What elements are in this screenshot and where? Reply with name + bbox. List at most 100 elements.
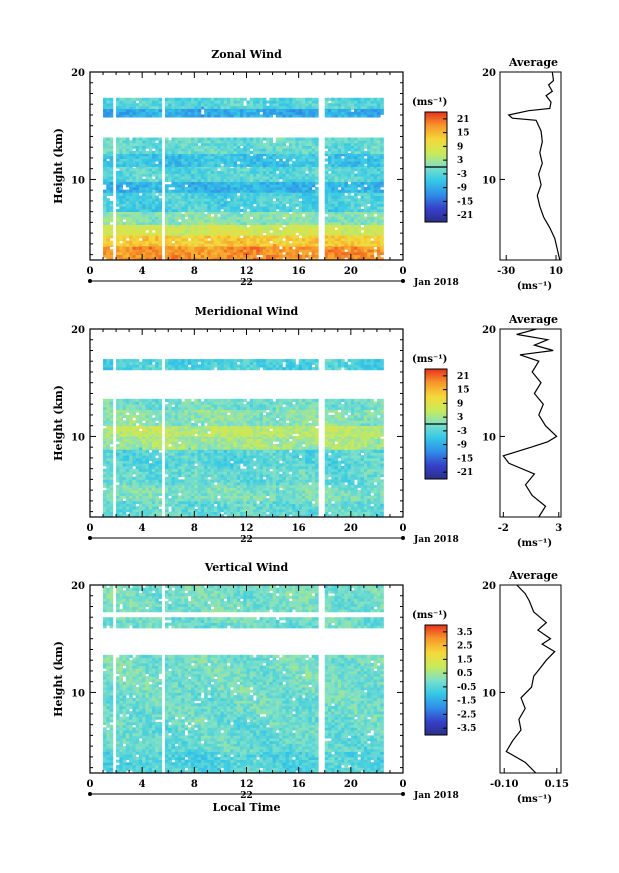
heatmap-cell (197, 213, 202, 217)
heatmap-cell (132, 178, 137, 182)
heatmap-cell (292, 165, 296, 169)
heatmap-cell (282, 114, 287, 118)
heatmap-cell (282, 153, 287, 157)
heatmap-cell (158, 514, 163, 518)
heatmap-cell (249, 249, 254, 253)
heatmap-cell (295, 508, 300, 513)
heatmap-cell (295, 158, 300, 162)
heatmap-cell (116, 240, 120, 244)
heatmap-cell (207, 500, 212, 504)
heatmap-cell (298, 165, 303, 169)
heatmap-cell (249, 198, 254, 202)
heatmap-cell (171, 511, 176, 515)
heatmap-cell (155, 227, 159, 231)
heatmap-cell (376, 105, 381, 109)
heatmap-cell (135, 181, 140, 185)
heatmap-cell (213, 506, 218, 510)
heatmap-cell (168, 195, 172, 199)
heatmap-cell (262, 109, 267, 113)
panel-title: Meridional Wind (195, 305, 299, 318)
heatmap-cell (213, 216, 218, 220)
heatmap-cell (344, 506, 348, 510)
heatmap-cell (210, 219, 215, 223)
heatmap-cell (145, 111, 150, 115)
heatmap-cell (213, 254, 218, 258)
heatmap-cell (233, 213, 238, 217)
heatmap-cell (103, 211, 107, 215)
heatmap-cell (187, 219, 192, 223)
heatmap-cell (341, 514, 345, 518)
heatmap-cell (380, 195, 384, 199)
heatmap-cell (184, 227, 189, 231)
heatmap-cell (142, 216, 146, 220)
heatmap-cell (217, 137, 221, 141)
heatmap-cell (151, 503, 156, 507)
heatmap-cell (204, 103, 208, 107)
heatmap-cell (125, 206, 130, 210)
heatmap-cell (197, 163, 202, 167)
heatmap-cell (142, 189, 146, 193)
heatmap-cell (328, 181, 332, 185)
heatmap-cell (272, 153, 277, 157)
heatmap-cell (226, 503, 231, 507)
heatmap-cell (145, 213, 150, 217)
heatmap-cell (347, 229, 352, 234)
heatmap-cell (191, 189, 195, 193)
heatmap-cell (109, 508, 114, 513)
heatmap-cell (354, 189, 358, 193)
heatmap-cell (210, 105, 215, 109)
heatmap-cell (295, 254, 300, 258)
heatmap-cell (360, 227, 365, 231)
heatmap-cell (367, 103, 371, 107)
heatmap-cell (288, 229, 293, 234)
heatmap-cell (226, 153, 231, 157)
heatmap-cell (249, 229, 254, 234)
heatmap-cell (181, 155, 185, 159)
heatmap-cell (168, 173, 172, 177)
heatmap-cell (272, 189, 277, 193)
heatmap-cell (301, 206, 306, 210)
heatmap-cell (122, 103, 127, 107)
heatmap-cell (266, 192, 270, 196)
heatmap-cell (253, 200, 257, 204)
heatmap-cell (324, 150, 329, 155)
heatmap-cell (103, 100, 107, 104)
heatmap-cell (148, 213, 153, 217)
heatmap-cell (269, 189, 273, 193)
heatmap-cell (119, 237, 123, 242)
heatmap-cell (213, 224, 218, 228)
heatmap-cell (308, 109, 313, 113)
heatmap-cell (204, 142, 208, 146)
heatmap-cell (350, 221, 355, 225)
heatmap-cell (311, 114, 316, 118)
heatmap-cell (194, 165, 198, 169)
heatmap-cell (164, 103, 169, 107)
heatmap-cell (138, 200, 143, 204)
heatmap-cell (217, 158, 221, 162)
heatmap-cell (184, 158, 189, 162)
heatmap-cell (125, 254, 130, 258)
heatmap-cell (184, 198, 189, 202)
heatmap-cell (164, 114, 169, 118)
heatmap-cell (259, 514, 264, 518)
heatmap-cell (119, 155, 123, 159)
heatmap-cell (187, 213, 192, 217)
heatmap-cell (210, 178, 215, 182)
heatmap-cell (200, 165, 205, 169)
heatmap-cell (168, 232, 172, 236)
heatmap-cell (288, 186, 293, 191)
heatmap-cell (298, 224, 303, 228)
heatmap-cell (207, 165, 212, 169)
heatmap-cell (106, 216, 110, 220)
heatmap-cell (269, 186, 273, 191)
heatmap-cell (311, 221, 316, 225)
heatmap-cell (148, 176, 153, 180)
heatmap-cell (178, 240, 182, 244)
heatmap-cell (253, 257, 257, 261)
heatmap-cell (164, 145, 169, 149)
heatmap-cell (145, 176, 150, 180)
heatmap-cell (305, 206, 309, 210)
heatmap-cell (210, 158, 215, 162)
heatmap-cell (285, 178, 290, 182)
heatmap-cell (334, 216, 339, 220)
